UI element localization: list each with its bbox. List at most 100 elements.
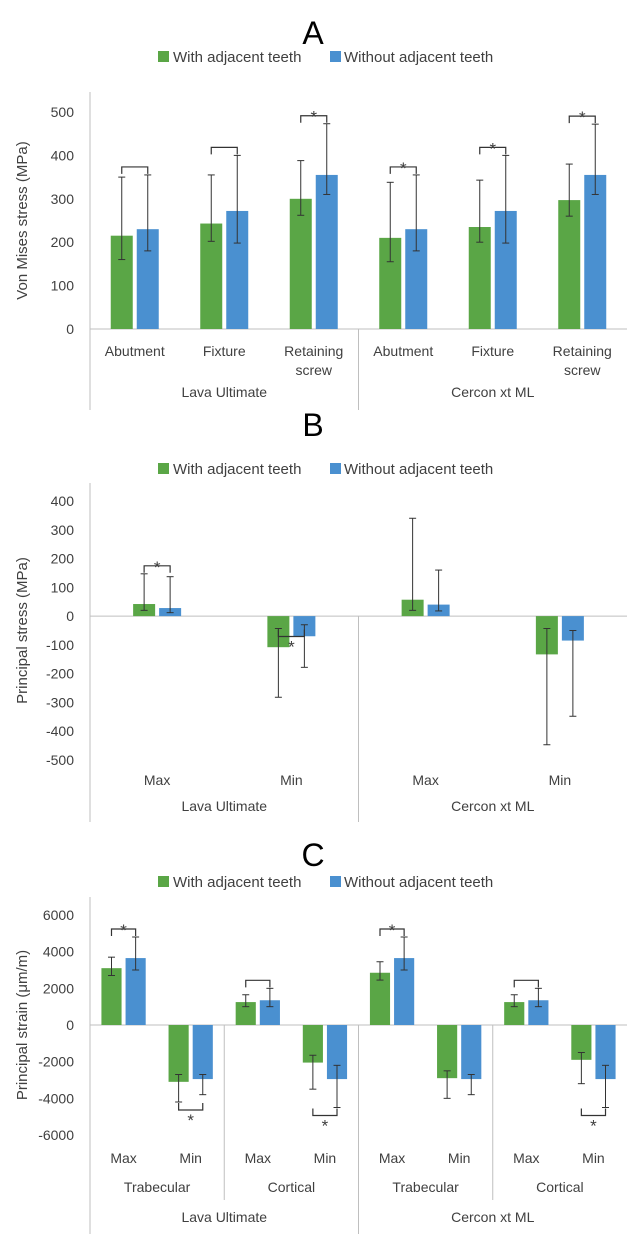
significance-bracket [210,146,238,155]
x-group-label: Cercon xt ML [451,1209,534,1225]
y-tick-label: -300 [46,694,74,710]
y-axis-title: Principal stress (MPa) [14,557,31,704]
y-tick-label: 0 [66,608,74,624]
bracket-line [245,979,271,988]
x-group-label: Lava Ultimate [181,1209,267,1225]
bar [437,1025,458,1079]
y-tick-label: 6000 [43,907,74,923]
y-tick-label: 0 [66,1017,74,1033]
legend: With adjacent teeth Without adjacent teet… [158,461,493,478]
x-tick-label: Fixture [471,343,514,359]
bracket-line [513,979,539,988]
x-tick-label: Min [582,1150,605,1166]
bar [558,200,581,329]
x-group-label: Cercon xt ML [451,798,534,814]
y-tick-label: -200 [46,666,74,682]
significance-bracket: * [143,558,171,577]
legend-swatch-without [330,463,341,474]
x-subgroup-label: Cortical [268,1179,315,1195]
y-tick-label: 300 [51,191,75,207]
bracket-line [389,166,417,174]
bar [235,1002,256,1025]
legend-entry: Without adjacent teeth [344,461,493,478]
x-tick-label: Abutment [373,343,433,359]
legend: With adjacent teeth Without adjacent teet… [158,49,493,66]
x-tick-label: Max [245,1150,271,1166]
x-subgroup-label: Trabecular [124,1179,191,1195]
legend-entry: Without adjacent teeth [344,874,493,891]
y-tick-label: -4000 [38,1090,74,1106]
x-tick-label-line: Retaining [553,343,612,359]
legend-swatch-without [330,876,341,887]
bracket-line [121,166,149,174]
y-axis-title: Von Mises stress (MPa) [14,141,31,299]
x-tick-label: Min [448,1150,471,1166]
bar [136,229,159,329]
y-tick-label: -2000 [38,1054,74,1070]
panel-label: C [301,837,324,873]
y-tick-label: 400 [51,147,75,163]
bar [125,958,146,1025]
significance-bracket: * [300,108,328,127]
x-tick-label-line: screw [295,362,332,378]
legend-entry: Without adjacent teeth [344,49,493,66]
x-subgroup-label: Trabecular [392,1179,459,1195]
legend-entry: With adjacent teeth [173,49,301,66]
bar [326,1025,348,1080]
significance-star: * [288,637,295,656]
y-tick-label: -400 [46,723,74,739]
bracket-line [568,115,596,124]
x-tick-label: Max [110,1150,136,1166]
x-group-label: Cercon xt ML [451,384,534,400]
bracket-line [479,146,507,155]
bar [101,968,122,1025]
significance-star: * [389,921,396,940]
legend-entry: With adjacent teeth [173,461,301,478]
bar [302,1025,323,1063]
x-tick-label: Retaining screw [284,343,343,378]
bar [468,227,491,329]
series-without-adjacent-teeth [136,123,607,329]
x-subgroup-label: Cortical [536,1179,583,1195]
bar [226,210,249,329]
bracket-line [312,1108,338,1117]
y-tick-label: 0 [66,321,74,337]
bar [394,958,415,1025]
bar [200,223,223,329]
bar [494,210,517,329]
x-group-label: Lava Ultimate [181,384,267,400]
significance-bracket: * [110,921,137,940]
bracket-line [379,928,405,936]
bar [584,174,607,329]
y-tick-label: 200 [51,234,75,250]
x-tick-label: Fixture [203,343,246,359]
x-group-label: Lava Ultimate [181,798,267,814]
significance-bracket: * [389,159,417,178]
bar [168,1025,189,1082]
legend-swatch-with [158,876,169,887]
bracket-line [300,115,328,123]
bar [571,1025,592,1060]
significance-star: * [154,558,161,577]
bar [259,1000,280,1025]
bar [289,198,312,329]
significance-bracket [121,166,149,174]
bracket-line [210,146,238,155]
legend: With adjacent teeth Without adjacent teet… [158,874,493,891]
x-tick-label-line: screw [564,362,601,378]
series-without-adjacent-teeth [125,936,616,1108]
significance-bracket: * [568,108,596,127]
y-tick-label: 300 [51,522,75,538]
series-with-adjacent-teeth [133,517,558,746]
series-with-adjacent-teeth [110,160,581,329]
bar [561,616,584,641]
bar [315,174,338,329]
y-tick-label: 100 [51,579,75,595]
significance-bracket: * [479,139,507,158]
x-tick-label: Min [179,1150,202,1166]
significance-star: * [322,1117,329,1136]
significance-star: * [120,921,127,940]
significance-star: * [400,159,407,178]
significance-bracket: * [580,1108,607,1136]
y-tick-label: 2000 [43,980,74,996]
